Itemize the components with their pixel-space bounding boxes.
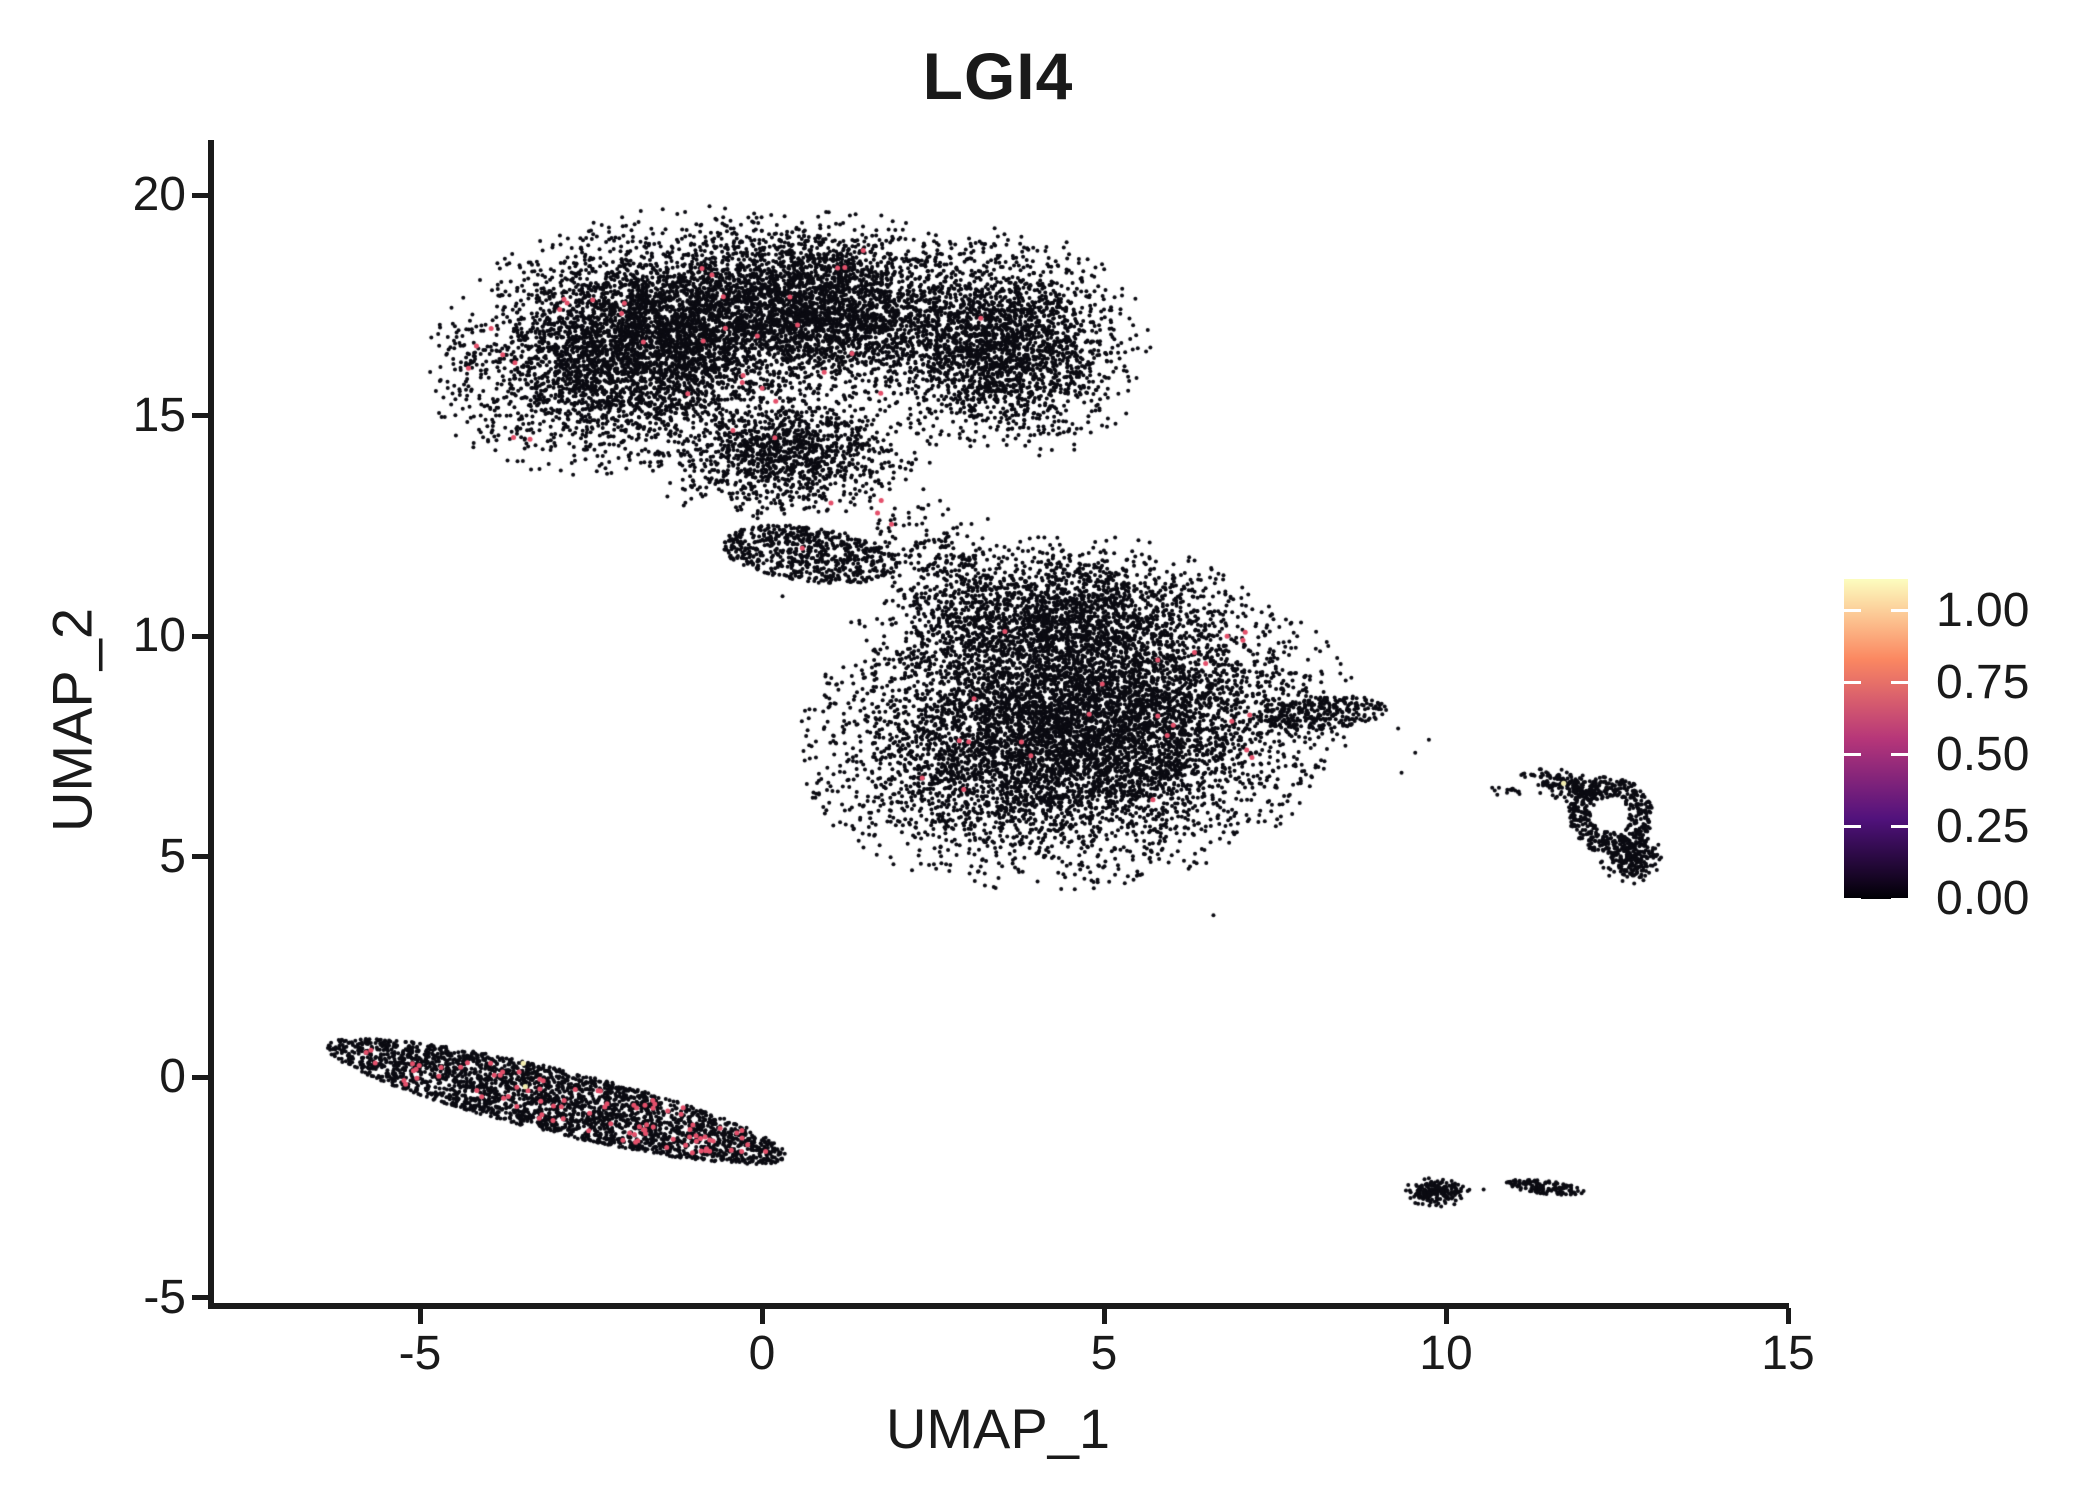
colorbar-tick-mark	[1891, 897, 1908, 901]
colorbar-tick-mark	[1844, 609, 1861, 613]
y-axis-line	[208, 140, 214, 1309]
colorbar-tick-mark	[1891, 753, 1908, 757]
x-tick-label: 10	[1419, 1327, 1473, 1380]
x-tick-label: 5	[1090, 1327, 1118, 1380]
colorbar-gradient	[1844, 579, 1908, 899]
y-tick-label: 15	[132, 388, 186, 442]
y-tick-label: 0	[159, 1050, 186, 1103]
x-tick-label: 0	[748, 1327, 776, 1380]
y-tick-mark	[192, 633, 208, 639]
y-tick-mark	[192, 413, 208, 418]
x-tick-mark	[1101, 1308, 1107, 1324]
y-tick-label: 20	[132, 168, 186, 221]
colorbar	[1844, 579, 1908, 899]
y-tick-mark	[192, 1074, 208, 1080]
x-tick-mark	[759, 1308, 765, 1324]
x-tick-label: -5	[398, 1327, 442, 1380]
x-axis-title: UMAP_1	[885, 1397, 1111, 1460]
x-axis-line	[208, 1303, 1789, 1309]
x-tick-mark	[1443, 1308, 1449, 1324]
colorbar-tick-mark	[1844, 825, 1861, 829]
colorbar-tick-mark	[1844, 681, 1861, 685]
colorbar-tick-label: 0.25	[1936, 799, 2030, 853]
x-tick-label: 15	[1761, 1327, 1815, 1380]
y-tick-label: 10	[132, 609, 186, 662]
y-tick-mark	[192, 192, 208, 198]
y-tick-mark	[192, 854, 208, 859]
y-tick-label: -5	[143, 1270, 186, 1324]
y-tick-mark	[192, 1295, 208, 1300]
colorbar-tick-mark	[1891, 825, 1908, 829]
colorbar-tick-label: 0.75	[1936, 655, 2030, 709]
colorbar-tick-label: 1.00	[1936, 583, 2030, 637]
colorbar-tick-mark	[1891, 609, 1908, 613]
colorbar-tick-mark	[1844, 897, 1861, 901]
y-axis-title: UMAP_2	[40, 607, 104, 833]
x-tick-mark	[1785, 1308, 1791, 1324]
colorbar-tick-mark	[1844, 753, 1861, 757]
colorbar-tick-label: 0.50	[1936, 727, 2030, 781]
x-tick-mark	[417, 1308, 423, 1324]
colorbar-tick-mark	[1891, 681, 1908, 685]
y-tick-label: 5	[159, 829, 186, 883]
colorbar-tick-label: 0.00	[1936, 872, 2030, 925]
